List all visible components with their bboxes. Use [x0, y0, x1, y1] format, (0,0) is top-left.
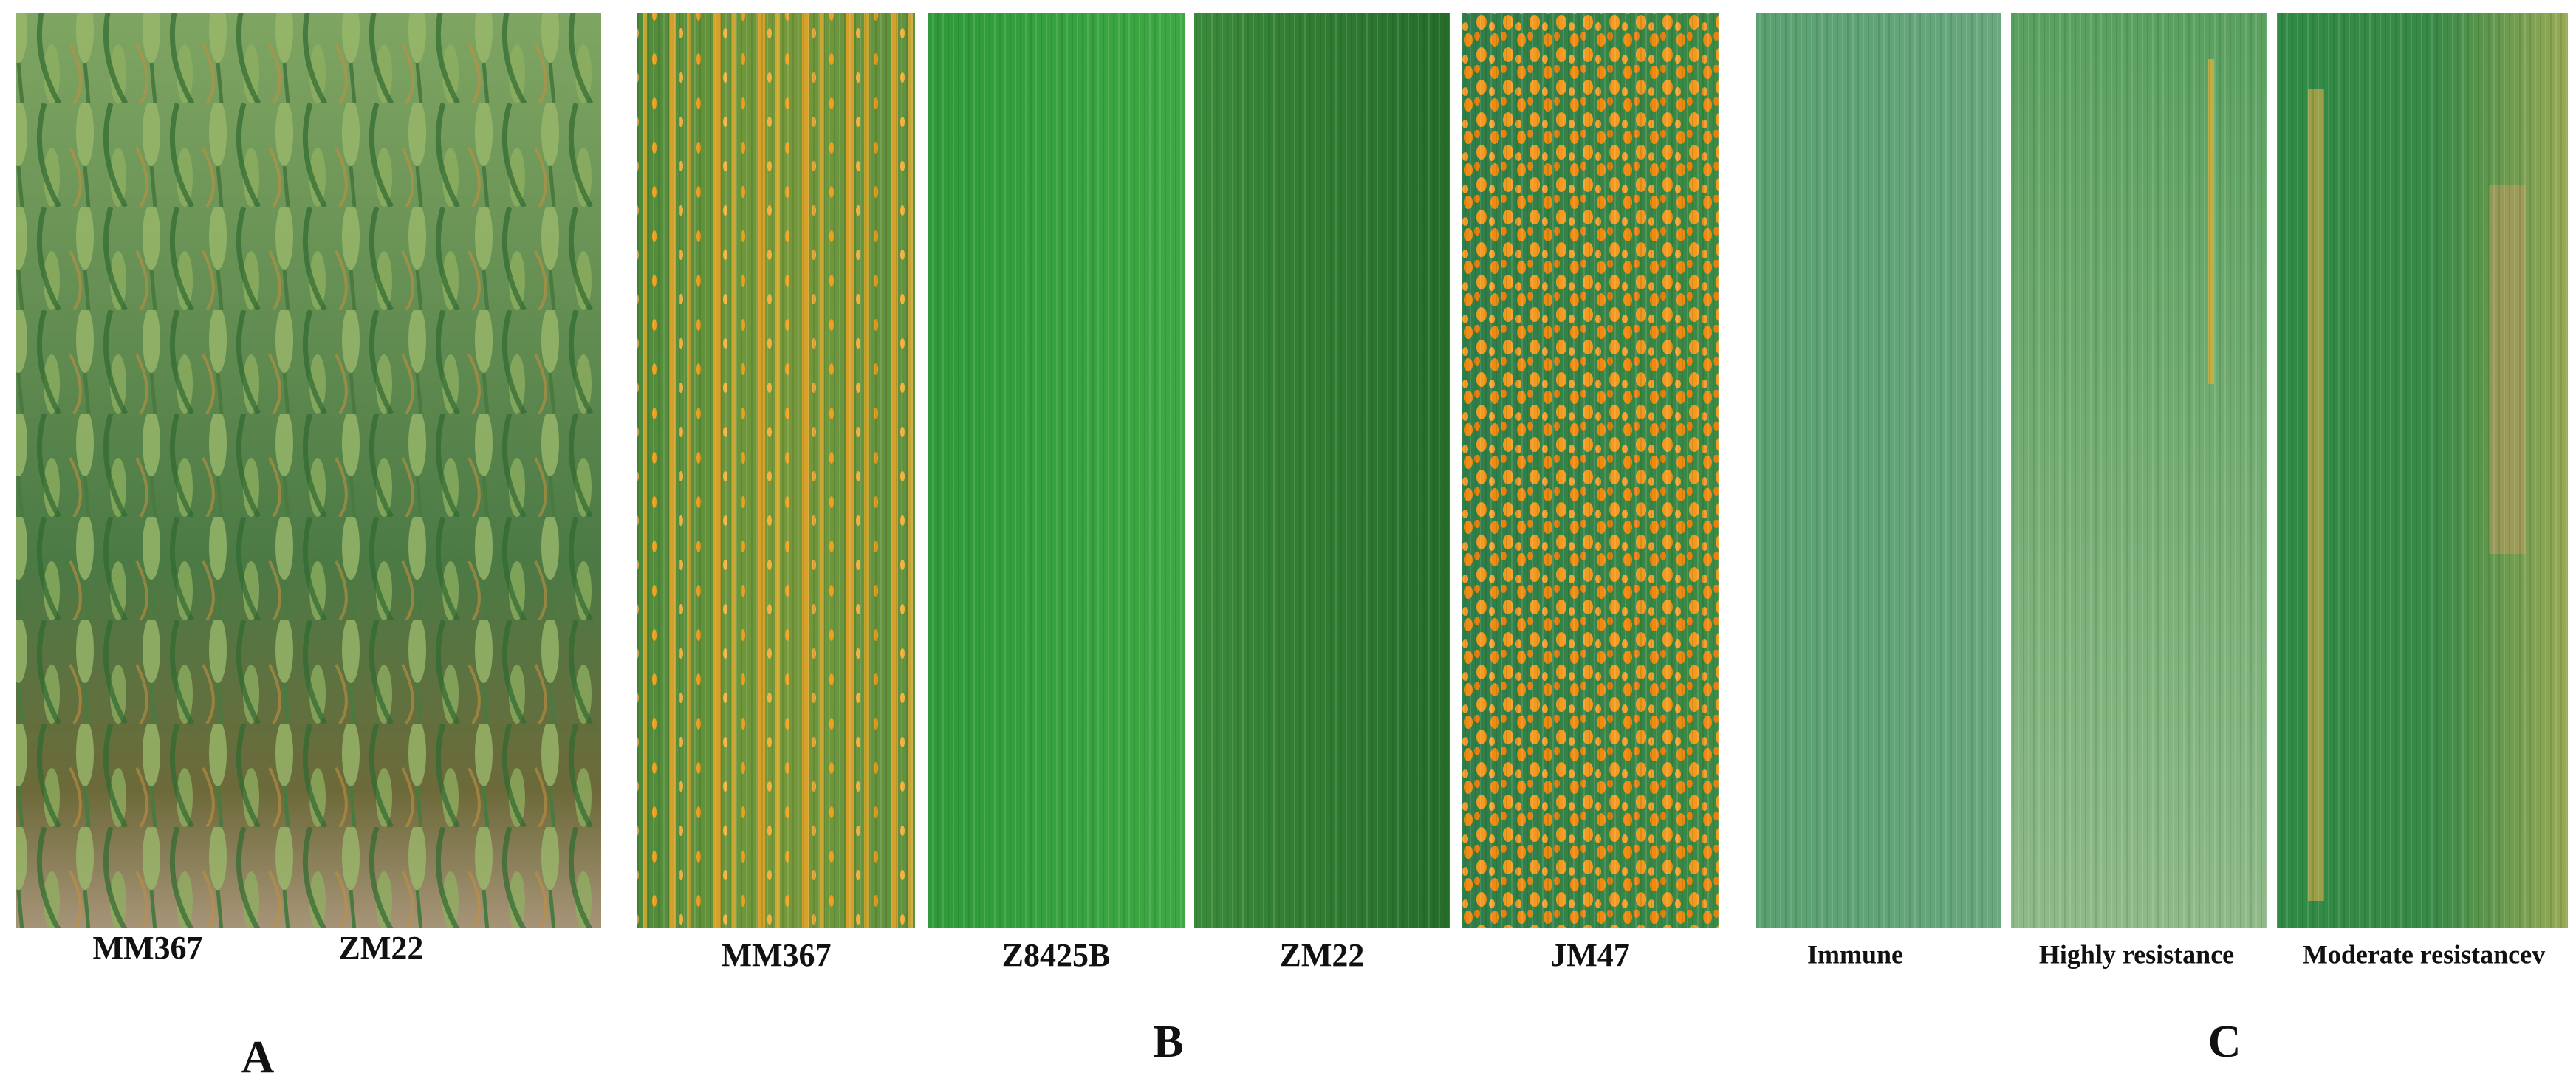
- gap: [915, 13, 928, 928]
- label: MM367: [721, 937, 831, 973]
- vein-texture: [637, 13, 1719, 928]
- label: MM367: [92, 930, 202, 966]
- panel-letter: C: [2208, 1017, 2241, 1067]
- label: ZM22: [1280, 937, 1365, 973]
- label: Z8425B: [1002, 937, 1111, 973]
- panel-letter: B: [1153, 1017, 1183, 1067]
- panel-letter: A: [242, 1032, 275, 1083]
- label: Moderate resistancev: [2303, 939, 2545, 969]
- wheat-texture: [16, 13, 601, 928]
- gap: [2267, 13, 2277, 928]
- gap: [1450, 13, 1462, 928]
- label: ZM22: [339, 930, 424, 966]
- gap: [1185, 13, 1194, 928]
- panel-a: MM367 ZM22 A: [16, 13, 601, 1083]
- vein-texture: [1756, 13, 2568, 928]
- panel-c: Immune Highly resistance Moderate resist…: [1756, 13, 2568, 1067]
- label: Highly resistance: [2039, 939, 2234, 969]
- panel-b: MM367 Z8425B ZM22 JM47 B: [637, 13, 1719, 1067]
- gap: [2001, 13, 2011, 928]
- label: Immune: [1807, 939, 1903, 969]
- label: JM47: [1550, 937, 1630, 973]
